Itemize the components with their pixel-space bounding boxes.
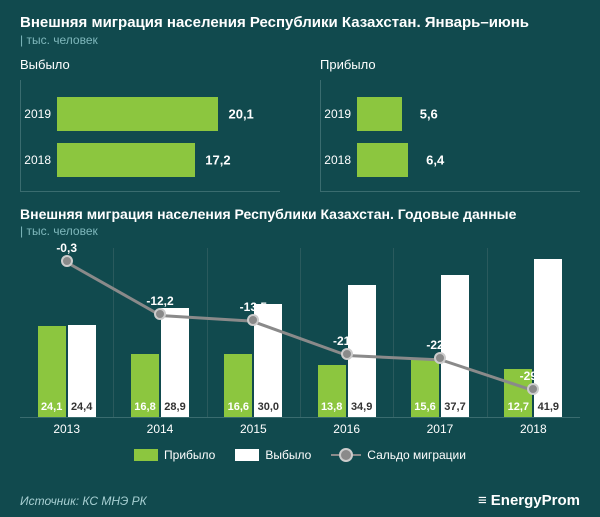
saldo-label: -22,1 (426, 338, 453, 352)
combo-xaxis: 201320142015201620172018 (20, 422, 580, 436)
legend-label-departed: Выбыло (265, 448, 311, 462)
saldo-label: -29,1 (520, 369, 547, 383)
bar-departed-label: 41,9 (534, 401, 562, 413)
hbar-value: 17,2 (205, 153, 230, 168)
xaxis-year: 2016 (300, 422, 393, 436)
section2-title: Внешняя миграция населения Республики Ка… (20, 206, 580, 222)
left-chart-title: Выбыло (20, 57, 280, 72)
bar-arrived: 16,6 (224, 354, 252, 417)
saldo-label: -21,1 (333, 334, 360, 348)
legend-arrived: Прибыло (134, 448, 215, 462)
saldo-point (247, 314, 259, 326)
saldo-point (527, 383, 539, 395)
bar-arrived: 24,1 (38, 326, 66, 417)
bar-departed: 28,9 (161, 308, 189, 417)
bar-departed: 24,4 (68, 325, 96, 417)
hbar-year: 2018 (21, 153, 57, 167)
left-chart: Выбыло 201920,1201817,2 (20, 57, 280, 192)
xaxis-year: 2013 (20, 422, 113, 436)
hbar-value: 20,1 (228, 107, 253, 122)
hbar-bar: 6,4 (357, 143, 408, 177)
right-chart: Прибыло 20195,620186,4 (320, 57, 580, 192)
top-charts: Выбыло 201920,1201817,2 Прибыло 20195,62… (20, 57, 580, 192)
saldo-point (341, 348, 353, 360)
bar-arrived-label: 12,7 (504, 401, 532, 413)
legend-swatch-green (134, 449, 158, 461)
xaxis-year: 2017 (393, 422, 486, 436)
legend-label-arrived: Прибыло (164, 448, 215, 462)
legend-departed: Выбыло (235, 448, 311, 462)
bar-arrived-label: 15,6 (411, 401, 439, 413)
right-chart-title: Прибыло (320, 57, 580, 72)
bar-departed-label: 28,9 (161, 401, 189, 413)
unit-label: | тыс. человек (20, 33, 580, 47)
xaxis-year: 2018 (487, 422, 580, 436)
legend: Прибыло Выбыло Сальдо миграции (20, 448, 580, 462)
bar-arrived-label: 16,6 (224, 401, 252, 413)
legend-saldo: Сальдо миграции (331, 448, 466, 462)
hbar-year: 2019 (21, 107, 57, 121)
saldo-point (154, 308, 166, 320)
combo-chart: 24,124,4 16,828,9 16,630,0 13,834,9 15,637,7… (20, 248, 580, 418)
brand: ≡ EnergyProm (478, 492, 580, 509)
hbar-value: 5,6 (420, 107, 438, 122)
hbar-bar: 5,6 (357, 97, 402, 131)
bar-arrived-label: 13,8 (318, 401, 346, 413)
hbar-year: 2018 (321, 153, 357, 167)
legend-line-icon (331, 454, 361, 456)
section2-unit: | тыс. человек (20, 224, 580, 238)
left-chart-plot: 201920,1201817,2 (20, 80, 280, 192)
saldo-point (61, 255, 73, 267)
bar-arrived: 13,8 (318, 365, 346, 417)
bar-departed-label: 34,9 (348, 401, 376, 413)
source-text: Источник: КС МНЭ РК (20, 494, 147, 508)
brand-name: EnergyProm (491, 492, 580, 509)
bar-arrived-label: 16,8 (131, 401, 159, 413)
saldo-label: -0,3 (56, 241, 77, 255)
brand-icon: ≡ (478, 492, 487, 509)
legend-label-saldo: Сальдо миграции (367, 448, 466, 462)
main-title: Внешняя миграция населения Республики Ка… (20, 14, 580, 31)
hbar-year: 2019 (321, 107, 357, 121)
bar-departed: 41,9 (534, 259, 562, 417)
hbar-bar: 20,1 (57, 97, 218, 131)
hbar-bar: 17,2 (57, 143, 195, 177)
legend-swatch-white (235, 449, 259, 461)
bar-departed-label: 30,0 (254, 401, 282, 413)
saldo-point (434, 352, 446, 364)
hbar-value: 6,4 (426, 153, 444, 168)
bar-arrived: 15,6 (411, 358, 439, 417)
bar-departed-label: 37,7 (441, 401, 469, 413)
bar-departed-label: 24,4 (68, 401, 96, 413)
xaxis-year: 2015 (207, 422, 300, 436)
footer: Источник: КС МНЭ РК ≡ EnergyProm (20, 492, 580, 509)
bar-arrived-label: 24,1 (38, 401, 66, 413)
saldo-label: -12,2 (146, 294, 173, 308)
bar-arrived: 16,8 (131, 354, 159, 417)
xaxis-year: 2014 (113, 422, 206, 436)
right-chart-plot: 20195,620186,4 (320, 80, 580, 192)
saldo-label: -13,5 (240, 300, 267, 314)
